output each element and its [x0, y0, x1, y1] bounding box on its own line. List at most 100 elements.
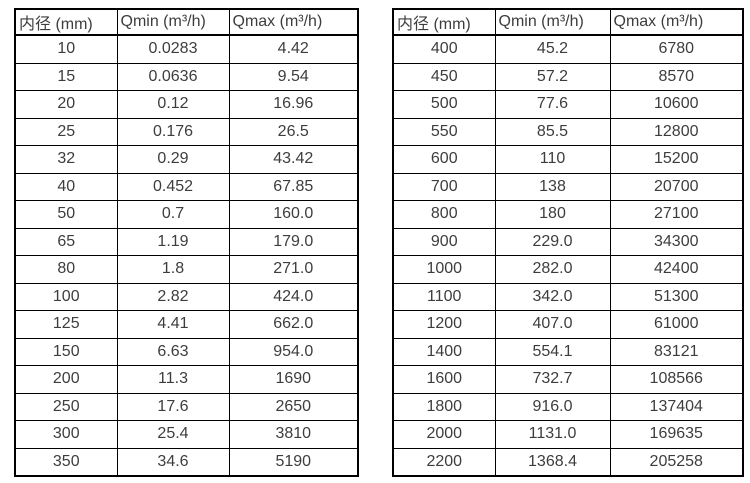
- cell: 1.8: [116, 255, 230, 284]
- table-row: 2000 1131.0 169635: [392, 420, 744, 449]
- cell: 25.4: [116, 420, 230, 449]
- table-row: 2200 1368.4 205258: [392, 447, 744, 477]
- cell: 500: [392, 90, 496, 119]
- cell: 160.0: [228, 200, 359, 229]
- cell: 42400: [609, 255, 744, 284]
- cell: 424.0: [228, 282, 359, 311]
- table-row: 10 0.0283 4.42: [14, 34, 359, 64]
- cell: 85.5: [494, 117, 611, 146]
- cell: 34.6: [116, 447, 230, 477]
- cell: 450: [392, 62, 496, 91]
- cell: 3810: [228, 420, 359, 449]
- cell: 57.2: [494, 62, 611, 91]
- table-row: 400 45.2 6780: [392, 34, 744, 64]
- cell: 25: [14, 117, 118, 146]
- table-row: 50 0.7 160.0: [14, 200, 359, 229]
- table-header-row: 内径 (mm) Qmin (m³/h) Qmax (m³/h): [392, 8, 744, 36]
- cell: 51300: [609, 282, 744, 311]
- table-row: 1200 407.0 61000: [392, 310, 744, 339]
- cell: 1800: [392, 392, 496, 421]
- cell: 0.12: [116, 90, 230, 119]
- spec-tables-container: 内径 (mm) Qmin (m³/h) Qmax (m³/h) 10 0.0283…: [14, 8, 744, 477]
- cell: 9.54: [228, 62, 359, 91]
- cell: 700: [392, 172, 496, 201]
- table-header-row: 内径 (mm) Qmin (m³/h) Qmax (m³/h): [14, 8, 359, 36]
- cell: 179.0: [228, 227, 359, 256]
- cell: 200: [14, 365, 118, 394]
- cell: 800: [392, 200, 496, 229]
- table-row: 700 138 20700: [392, 172, 744, 201]
- cell: 10: [14, 34, 118, 64]
- cell: 1690: [228, 365, 359, 394]
- spec-table-large-diameters: 内径 (mm) Qmin (m³/h) Qmax (m³/h) 400 45.2 6…: [392, 8, 744, 477]
- cell: 732.7: [494, 365, 611, 394]
- cell: 108566: [609, 365, 744, 394]
- cell: 0.176: [116, 117, 230, 146]
- cell: 4.42: [228, 34, 359, 64]
- table-row: 450 57.2 8570: [392, 62, 744, 91]
- table-row: 1100 342.0 51300: [392, 282, 744, 311]
- table-body: 10 0.0283 4.42 15 0.0636 9.54 20 0.12 16.96 25 0.1…: [14, 34, 359, 477]
- cell: 1200: [392, 310, 496, 339]
- cell: 916.0: [494, 392, 611, 421]
- cell: 4.41: [116, 310, 230, 339]
- cell: 6.63: [116, 337, 230, 366]
- cell: 400: [392, 34, 496, 64]
- cell: 600: [392, 145, 496, 174]
- cell: 110: [494, 145, 611, 174]
- table-row: 300 25.4 3810: [14, 420, 359, 449]
- column-header-qmax: Qmax (m³/h): [228, 8, 359, 36]
- cell: 271.0: [228, 255, 359, 284]
- cell: 32: [14, 145, 118, 174]
- table-row: 550 85.5 12800: [392, 117, 744, 146]
- cell: 250: [14, 392, 118, 421]
- cell: 125: [14, 310, 118, 339]
- table-row: 200 11.3 1690: [14, 365, 359, 394]
- table-row: 15 0.0636 9.54: [14, 62, 359, 91]
- cell: 350: [14, 447, 118, 477]
- cell: 662.0: [228, 310, 359, 339]
- cell: 50: [14, 200, 118, 229]
- cell: 407.0: [494, 310, 611, 339]
- cell: 1131.0: [494, 420, 611, 449]
- cell: 26.5: [228, 117, 359, 146]
- cell: 83121: [609, 337, 744, 366]
- cell: 205258: [609, 447, 744, 477]
- cell: 2.82: [116, 282, 230, 311]
- cell: 6780: [609, 34, 744, 64]
- column-header-diameter: 内径 (mm): [392, 8, 496, 36]
- cell: 150: [14, 337, 118, 366]
- table-row: 1800 916.0 137404: [392, 392, 744, 421]
- column-header-qmin: Qmin (m³/h): [494, 8, 611, 36]
- cell: 34300: [609, 227, 744, 256]
- cell: 67.85: [228, 172, 359, 201]
- cell: 27100: [609, 200, 744, 229]
- cell: 45.2: [494, 34, 611, 64]
- cell: 65: [14, 227, 118, 256]
- cell: 554.1: [494, 337, 611, 366]
- cell: 100: [14, 282, 118, 311]
- table-row: 800 180 27100: [392, 200, 744, 229]
- table-row: 40 0.452 67.85: [14, 172, 359, 201]
- table-row: 1600 732.7 108566: [392, 365, 744, 394]
- cell: 954.0: [228, 337, 359, 366]
- cell: 17.6: [116, 392, 230, 421]
- cell: 16.96: [228, 90, 359, 119]
- cell: 2200: [392, 447, 496, 477]
- cell: 300: [14, 420, 118, 449]
- cell: 11.3: [116, 365, 230, 394]
- cell: 40: [14, 172, 118, 201]
- cell: 1600: [392, 365, 496, 394]
- table-row: 1000 282.0 42400: [392, 255, 744, 284]
- cell: 169635: [609, 420, 744, 449]
- cell: 10600: [609, 90, 744, 119]
- cell: 0.29: [116, 145, 230, 174]
- cell: 12800: [609, 117, 744, 146]
- cell: 15: [14, 62, 118, 91]
- table-row: 32 0.29 43.42: [14, 145, 359, 174]
- table-row: 65 1.19 179.0: [14, 227, 359, 256]
- cell: 0.0636: [116, 62, 230, 91]
- table-row: 125 4.41 662.0: [14, 310, 359, 339]
- table-row: 1400 554.1 83121: [392, 337, 744, 366]
- cell: 8570: [609, 62, 744, 91]
